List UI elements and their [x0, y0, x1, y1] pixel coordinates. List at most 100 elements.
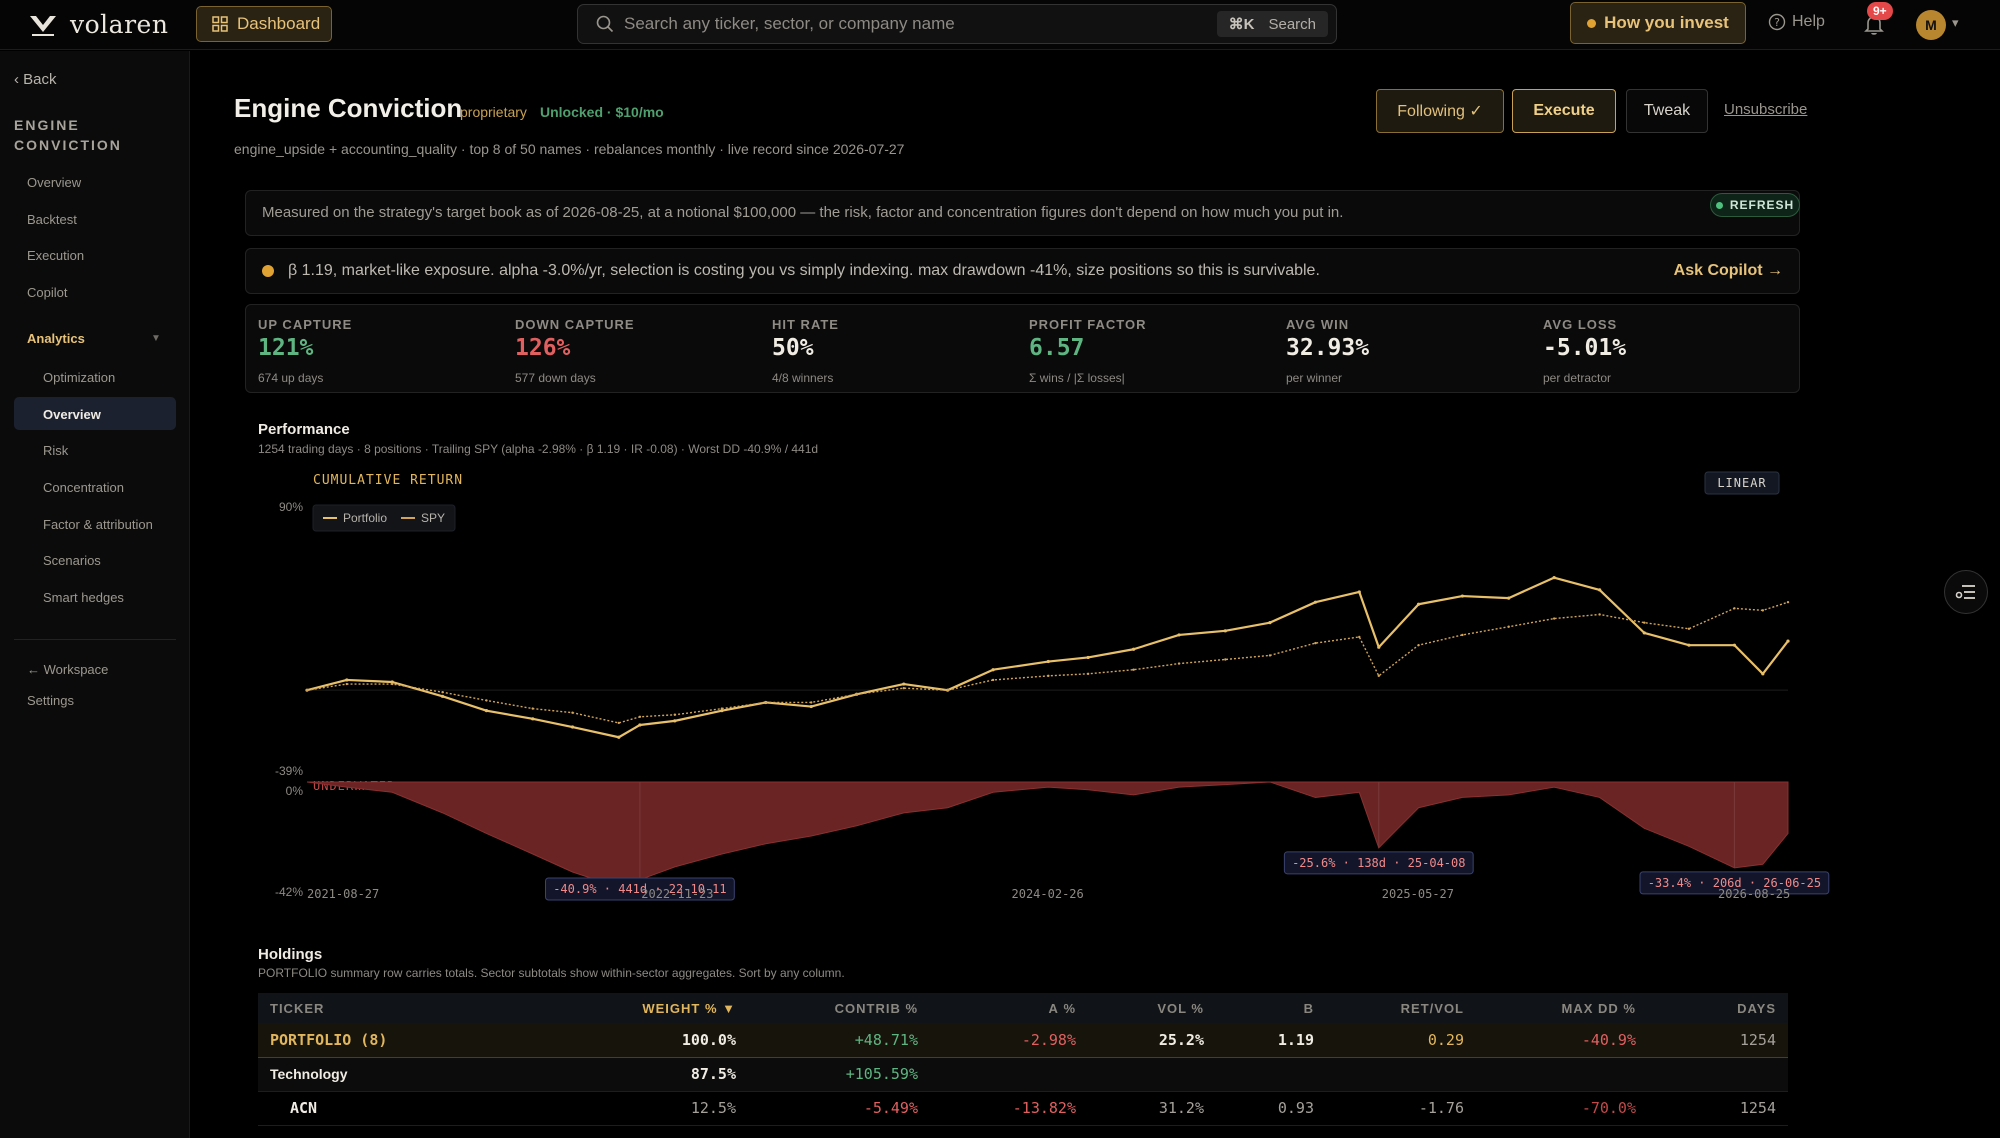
help-icon: ? [1768, 13, 1786, 31]
back-link[interactable]: ‹ Back [14, 71, 57, 88]
y-tick-bottom: -39% [275, 764, 303, 778]
col-alpha[interactable]: Α % [930, 993, 1088, 1023]
data-point-spy [441, 691, 444, 694]
col-max-dd[interactable]: MAX DD % [1476, 993, 1648, 1023]
avg-win-label: AVG WIN [1286, 317, 1350, 332]
tweak-button[interactable]: Tweak [1626, 89, 1708, 133]
portfolio-weight: 100.0% [588, 1023, 748, 1058]
data-point-spy [1314, 641, 1317, 645]
search-input[interactable]: Search any ticker, sector, or company na… [577, 4, 1337, 44]
col-contrib[interactable]: CONTRIB % [748, 993, 930, 1023]
portfolio-beta: 1.19 [1216, 1023, 1326, 1058]
sidebar-item-factor-attribution[interactable]: Factor & attribution [43, 517, 153, 532]
col-beta[interactable]: Β [1216, 993, 1326, 1023]
data-point-portfolio [1131, 647, 1136, 651]
execute-button[interactable]: Execute [1512, 89, 1616, 133]
sidebar-item-workspace[interactable]: ← Workspace [27, 662, 109, 677]
data-point-spy [1552, 617, 1556, 620]
logo-mark-icon [30, 15, 56, 36]
help-label: Help [1792, 13, 1825, 30]
data-point-spy [1132, 668, 1135, 671]
table-header-row: TICKER WEIGHT % ▼ CONTRIB % Α % VOL % Β … [258, 993, 1788, 1023]
hit-rate-sub: 4/8 winners [772, 371, 834, 385]
data-point-portfolio [1086, 655, 1090, 660]
drawdown-label-box [545, 877, 735, 901]
col-days[interactable]: DAYS [1648, 993, 1788, 1023]
profit-factor-sub: Σ wins / |Σ losses| [1029, 371, 1125, 385]
sidebar-item-concentration[interactable]: Concentration [43, 480, 124, 495]
avg-loss-label: AVG LOSS [1543, 317, 1618, 332]
sidebar-item-analytics-overview[interactable]: Overview [43, 407, 101, 422]
invest-dot-icon [1587, 18, 1597, 28]
dashboard-button[interactable]: Dashboard [196, 6, 332, 42]
down-capture-value: 126% [515, 335, 571, 361]
data-point-portfolio [673, 719, 677, 723]
sidebar-item-execution[interactable]: Execution [27, 248, 85, 263]
search-icon [596, 15, 614, 33]
col-weight[interactable]: WEIGHT % ▼ [588, 993, 748, 1023]
data-point-portfolio [1687, 643, 1691, 647]
data-point-spy [1687, 627, 1691, 630]
sidebar-item-risk[interactable]: Risk [43, 443, 69, 458]
avatar[interactable]: M [1916, 10, 1946, 40]
sector-row[interactable]: Technology 87.5% +105.59% [258, 1057, 1788, 1092]
portfolio-summary-row[interactable]: PORTFOLIO (8) 100.0% +48.71% -2.98% 25.2… [258, 1023, 1788, 1058]
sidebar-item-settings[interactable]: Settings [27, 693, 74, 708]
legend-label-spy: SPY [421, 511, 445, 525]
insight-text: β 1.19, market-like exposure. alpha -3.0… [288, 262, 1320, 279]
unsubscribe-link[interactable]: Unsubscribe [1724, 101, 1808, 118]
portfolio-vol: 25.2% [1088, 1023, 1216, 1058]
y-tick-top: 90% [279, 500, 303, 514]
sidebar-item-scenarios[interactable]: Scenarios [43, 553, 101, 568]
data-point-portfolio [1732, 643, 1737, 647]
data-point-spy [1461, 633, 1464, 637]
portfolio-days: 1254 [1648, 1023, 1788, 1058]
data-point-spy [720, 707, 724, 710]
sidebar-item-optimization[interactable]: Optimization [43, 370, 116, 385]
chart-title: CUMULATIVE RETURN [313, 473, 463, 488]
tag-unlocked: Unlocked · $10/mo [540, 104, 664, 120]
legend-box [312, 504, 456, 532]
sidebar-item-backtest[interactable]: Backtest [27, 212, 77, 227]
col-ticker[interactable]: TICKER [258, 993, 588, 1023]
col-vol[interactable]: VOL % [1088, 993, 1216, 1023]
sidebar-item-copilot[interactable]: Copilot [27, 285, 68, 300]
x-tick-label: 2024-02-26 [1012, 887, 1084, 901]
col-ret-vol[interactable]: RET/VOL [1326, 993, 1476, 1023]
sidebar-group-analytics[interactable]: Analytics [27, 331, 85, 346]
scale-label: LINEAR [1717, 476, 1766, 490]
data-point-spy [810, 701, 813, 704]
data-point-portfolio [1313, 600, 1318, 604]
sidebar-item-smart-hedges[interactable]: Smart hedges [43, 590, 124, 605]
drawdown-label-box [1283, 851, 1474, 875]
data-point-spy [1358, 635, 1361, 639]
search-button[interactable]: Search [1268, 15, 1316, 33]
data-point-spy [1643, 621, 1646, 624]
performance-title: Performance [258, 421, 350, 438]
table-row[interactable]: ACN 12.5% -5.49% -13.82% 31.2% 0.93 -1.7… [258, 1091, 1788, 1126]
help-button[interactable]: ? Help [1768, 13, 1825, 31]
performance-subtitle: 1254 trading days · 8 positions · Traili… [258, 442, 819, 456]
filter-list-icon[interactable] [1944, 570, 1988, 614]
logo[interactable]: volaren [28, 10, 168, 39]
row-ret-vol: -1.76 [1326, 1091, 1476, 1126]
row-days: 1254 [1648, 1091, 1788, 1126]
chevron-down-icon[interactable]: ▼ [151, 333, 161, 344]
refresh-button[interactable]: REFRESH [1710, 193, 1800, 217]
row-weight: 12.5% [588, 1091, 748, 1126]
profit-factor-value: 6.57 [1029, 335, 1085, 361]
ask-copilot-link[interactable]: Ask Copilot → [1673, 262, 1783, 279]
refresh-label: REFRESH [1729, 198, 1795, 212]
data-point-portfolio [1761, 672, 1765, 676]
sidebar-item-overview[interactable]: Overview [27, 175, 82, 190]
data-point-portfolio [484, 709, 489, 713]
following-button[interactable]: Following ✓ [1376, 89, 1504, 133]
data-point-spy [1047, 674, 1050, 678]
up-capture-value: 121% [258, 335, 314, 361]
sidebar-active-highlight [14, 397, 176, 430]
how-you-invest-button[interactable]: How you invest [1570, 2, 1746, 44]
search-shortcut[interactable]: ⌘K Search [1216, 11, 1328, 37]
chevron-down-icon[interactable]: ▾ [1952, 15, 1959, 30]
data-point-portfolio [1268, 621, 1272, 625]
data-point-portfolio [638, 723, 642, 727]
